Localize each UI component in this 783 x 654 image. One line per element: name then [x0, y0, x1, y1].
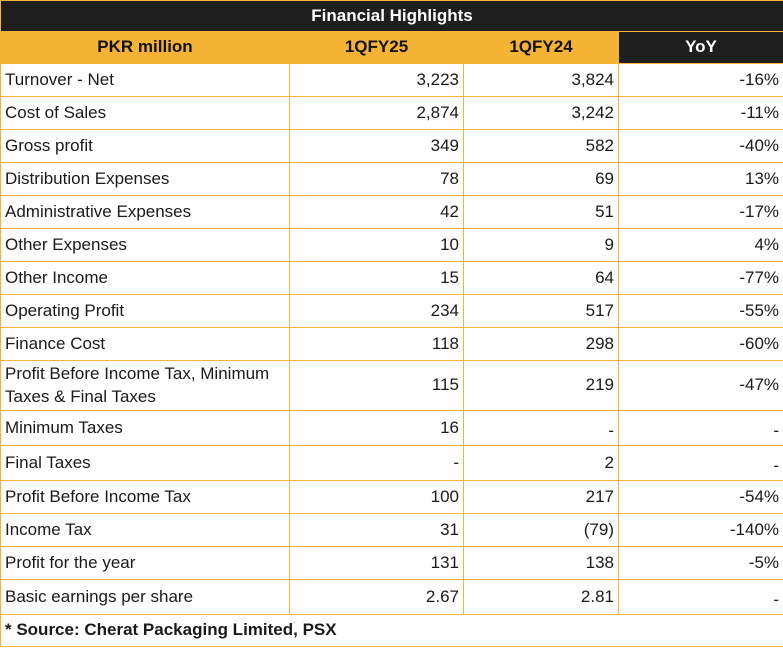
header-yoy: YoY — [617, 31, 783, 64]
row-label: Gross profit — [0, 129, 290, 163]
value-yoy: -11% — [617, 96, 783, 130]
header-1qfy24: 1QFY24 — [463, 31, 619, 64]
value-1qfy25: 118 — [289, 327, 464, 361]
value-yoy: -54% — [617, 480, 783, 514]
table-row: Final Taxes -2- — [0, 445, 783, 481]
row-label: Profit for the year — [0, 546, 290, 580]
value-1qfy25: 42 — [289, 195, 464, 229]
table-row: Administrative Expenses 42 51 -17% — [0, 195, 783, 229]
row-label: Income Tax — [0, 513, 290, 547]
table-header-row: PKR million 1QFY25 1QFY24 YoY — [0, 31, 783, 64]
value-1qfy24: 298 — [463, 327, 619, 361]
value-1qfy24: (79) — [463, 513, 619, 547]
table-row: Income Tax 31 (79) -140% — [0, 513, 783, 547]
value-1qfy25: 2.67 — [289, 579, 464, 615]
value-1qfy24: 2.81 — [463, 579, 619, 615]
value-1qfy24: 138 — [463, 546, 619, 580]
value-1qfy25: 16 — [289, 410, 464, 446]
row-label: Minimum Taxes — [0, 410, 290, 446]
table-row: Basic earnings per share 2.67 2.81- — [0, 579, 783, 615]
value-1qfy25: 10 — [289, 228, 464, 262]
table-title: Financial Highlights — [0, 0, 783, 32]
row-label: Cost of Sales — [0, 96, 290, 130]
value-yoy: -17% — [617, 195, 783, 229]
value-yoy: -5% — [617, 546, 783, 580]
row-label: Administrative Expenses — [0, 195, 290, 229]
table-row: Profit Before Income Tax, Minimum Taxes … — [0, 360, 783, 411]
row-label: Turnover - Net — [0, 63, 290, 97]
value-yoy: - — [617, 579, 783, 615]
value-yoy: -16% — [617, 63, 783, 97]
row-label: Other Expenses — [0, 228, 290, 262]
table-row: Operating Profit 234 517 -55% — [0, 294, 783, 328]
value-yoy: -55% — [617, 294, 783, 328]
table-row: Cost of Sales 2,874 3,242 -11% — [0, 96, 783, 130]
value-1qfy25: 3,223 — [289, 63, 464, 97]
value-1qfy25: 115 — [289, 360, 464, 411]
value-1qfy25: 31 — [289, 513, 464, 547]
row-label: Final Taxes — [0, 445, 290, 481]
row-label: Profit Before Income Tax, Minimum Taxes … — [0, 360, 290, 411]
value-yoy: 4% — [617, 228, 783, 262]
source-row: * Source: Cherat Packaging Limited, PSX — [0, 614, 783, 647]
value-1qfy25: 2,874 — [289, 96, 464, 130]
value-1qfy24: 64 — [463, 261, 619, 295]
row-label: Operating Profit — [0, 294, 290, 328]
value-1qfy24: 2 — [463, 445, 619, 481]
table-row: Distribution Expenses 78 69 13% — [0, 162, 783, 196]
row-label: Finance Cost — [0, 327, 290, 361]
source-note: * Source: Cherat Packaging Limited, PSX — [0, 614, 783, 647]
value-yoy: -40% — [617, 129, 783, 163]
table-row: Other Expenses 10 9 4% — [0, 228, 783, 262]
table-row: Profit Before Income Tax 100 217 -54% — [0, 480, 783, 514]
value-1qfy24: 582 — [463, 129, 619, 163]
value-1qfy24: 3,824 — [463, 63, 619, 97]
value-1qfy24: 219 — [463, 360, 619, 411]
value-1qfy25: - — [289, 445, 464, 481]
value-1qfy25: 15 — [289, 261, 464, 295]
table-body: Turnover - Net 3,223 3,824 -16% Cost of Sale… — [0, 63, 783, 615]
value-yoy: - — [617, 410, 783, 446]
value-yoy: -47% — [617, 360, 783, 411]
header-label: PKR million — [0, 31, 290, 64]
value-1qfy25: 78 — [289, 162, 464, 196]
value-1qfy25: 349 — [289, 129, 464, 163]
value-yoy: -60% — [617, 327, 783, 361]
table-row: Finance Cost 118 298 -60% — [0, 327, 783, 361]
row-label: Other Income — [0, 261, 290, 295]
value-1qfy24: 217 — [463, 480, 619, 514]
value-1qfy25: 131 — [289, 546, 464, 580]
value-1qfy24: 517 — [463, 294, 619, 328]
table-row: Turnover - Net 3,223 3,824 -16% — [0, 63, 783, 97]
table-row: Profit for the year 131 138 -5% — [0, 546, 783, 580]
table-title-row: Financial Highlights — [0, 0, 783, 32]
value-yoy: -77% — [617, 261, 783, 295]
value-yoy: -140% — [617, 513, 783, 547]
value-1qfy24: 9 — [463, 228, 619, 262]
row-label: Basic earnings per share — [0, 579, 290, 615]
value-1qfy25: 234 — [289, 294, 464, 328]
value-yoy: - — [617, 445, 783, 481]
value-yoy: 13% — [617, 162, 783, 196]
value-1qfy24: 3,242 — [463, 96, 619, 130]
table-row: Other Income 15 64 -77% — [0, 261, 783, 295]
table-row: Minimum Taxes 16- - — [0, 410, 783, 446]
header-1qfy25: 1QFY25 — [289, 31, 464, 64]
table-row: Gross profit 349 582 -40% — [0, 129, 783, 163]
value-1qfy24: 69 — [463, 162, 619, 196]
row-label: Distribution Expenses — [0, 162, 290, 196]
row-label: Profit Before Income Tax — [0, 480, 290, 514]
value-1qfy24: 51 — [463, 195, 619, 229]
value-1qfy24: - — [463, 410, 619, 446]
value-1qfy25: 100 — [289, 480, 464, 514]
